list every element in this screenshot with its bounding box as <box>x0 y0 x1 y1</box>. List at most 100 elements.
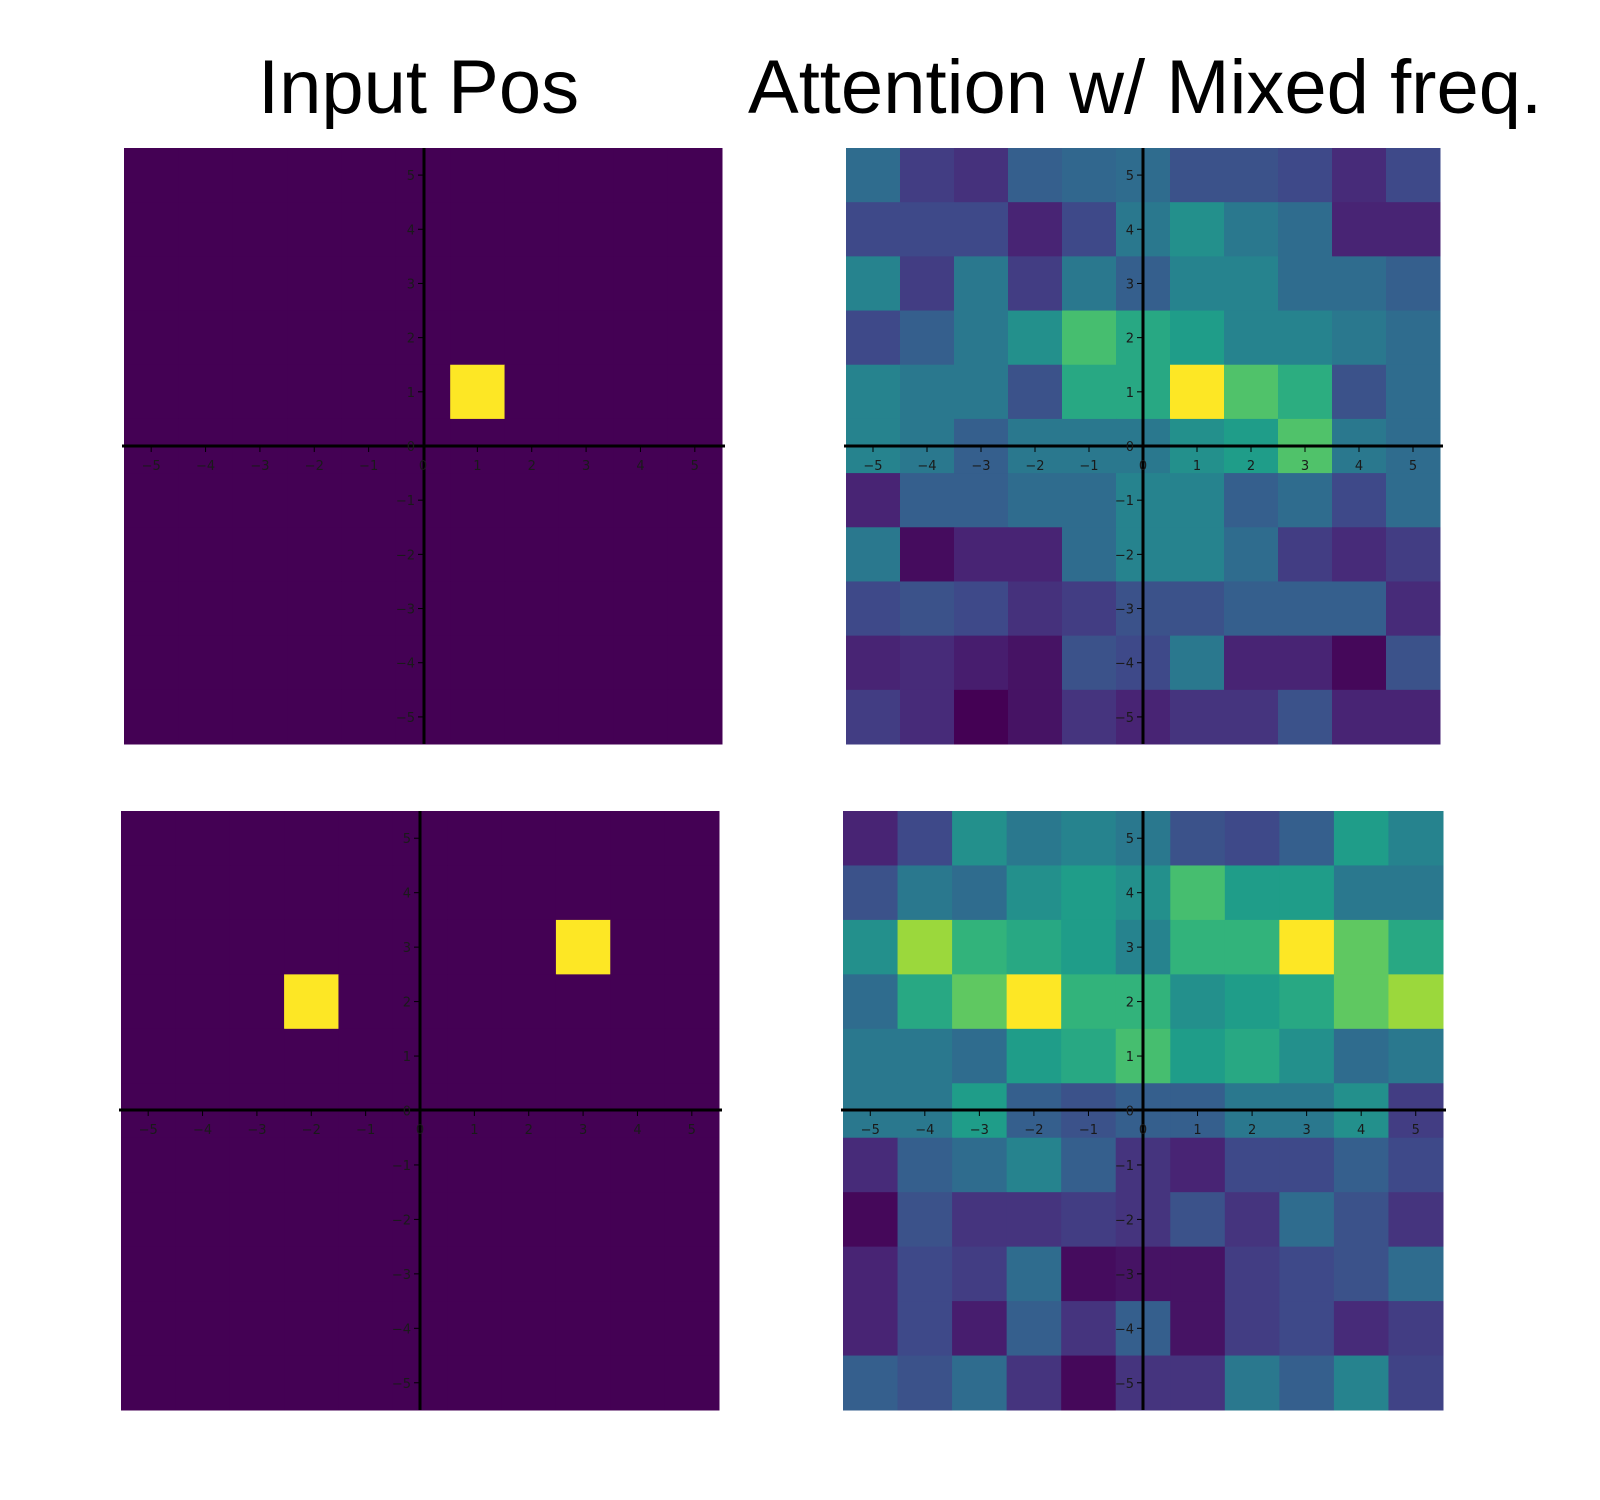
heatmap-cell <box>1008 256 1063 312</box>
heatmap-cell <box>1332 473 1387 528</box>
heatmap-cell <box>1224 527 1279 582</box>
heatmap-cell <box>341 473 397 528</box>
heatmap-cell <box>1062 148 1117 203</box>
x-tick-label: −3 <box>250 459 269 474</box>
heatmap-cell <box>229 1246 285 1302</box>
heatmap-cell <box>175 1192 231 1248</box>
heatmap-cell <box>229 919 285 975</box>
y-tick-label: 2 <box>403 996 411 1011</box>
x-tick-label: −4 <box>196 459 215 474</box>
heatmap-cell <box>555 865 611 921</box>
y-tick-label: 4 <box>403 887 411 902</box>
heatmap-cell <box>1062 527 1117 582</box>
heatmap-cell <box>1224 202 1279 257</box>
heatmap-cell <box>610 1192 666 1248</box>
heatmap-cell <box>501 1246 557 1302</box>
heatmap-cell <box>954 364 1009 420</box>
x-tick-label: 3 <box>582 459 590 474</box>
heatmap-cell <box>504 202 560 257</box>
heatmap-cell <box>555 919 611 975</box>
heatmap-cell <box>338 811 394 866</box>
heatmap-cell <box>124 256 179 312</box>
heatmap-cell <box>843 811 899 866</box>
heatmap-cell <box>341 310 397 366</box>
heatmap-cell <box>613 310 669 366</box>
heatmap-cell <box>1332 527 1387 582</box>
y-tick-label: −4 <box>1115 657 1134 672</box>
heatmap-cell <box>954 689 1009 745</box>
heatmap-cell <box>555 811 611 866</box>
heatmap-cell <box>1224 256 1279 312</box>
heatmap-cell <box>1170 811 1226 866</box>
y-tick-label: 1 <box>1126 386 1134 401</box>
heatmap-cell <box>1061 1246 1117 1302</box>
heatmap-cell <box>178 202 234 257</box>
heatmap-cell <box>1061 1192 1117 1248</box>
heatmap-cell <box>1061 1355 1117 1411</box>
y-tick-label: −4 <box>396 657 415 672</box>
heatmap-cell <box>1333 1028 1389 1084</box>
attention-column-title: Attention w/ Mixed freq. <box>748 45 1543 130</box>
heatmap-cell <box>178 689 234 745</box>
heatmap-cell <box>1224 1192 1280 1248</box>
x-tick-label: −5 <box>861 1123 880 1138</box>
y-tick-label: −2 <box>396 548 415 563</box>
heatmap-cell <box>664 865 720 921</box>
heatmap-cell <box>667 148 723 203</box>
heatmap-cell <box>341 256 397 312</box>
heatmap-cell <box>447 1137 503 1193</box>
heatmap-cell <box>952 974 1008 1030</box>
x-tick-label: −2 <box>305 459 324 474</box>
heatmap-cell <box>664 1355 720 1411</box>
heatmap-cell <box>338 865 394 921</box>
heatmap-cell <box>1224 364 1279 420</box>
heatmap-cell <box>843 1301 899 1357</box>
heatmap-cell <box>1006 865 1062 921</box>
heatmap-cell <box>175 1301 231 1357</box>
x-tick-label: −5 <box>142 459 161 474</box>
heatmap-cell <box>447 1246 503 1302</box>
heatmap-cell <box>501 1028 557 1084</box>
heatmap-cell <box>504 527 560 582</box>
y-tick-label: −3 <box>392 1268 411 1283</box>
heatmap-cell <box>450 473 506 528</box>
heatmap-cell <box>287 581 342 637</box>
x-tick-label: 5 <box>691 459 699 474</box>
heatmap-cell <box>121 1355 176 1411</box>
heatmap-cell <box>1332 148 1387 203</box>
heatmap-cell <box>558 473 614 528</box>
heatmap-cell <box>1224 1137 1280 1193</box>
heatmap-cell <box>1224 689 1279 745</box>
heatmap-cell <box>952 811 1008 866</box>
heatmap-cell <box>447 1192 503 1248</box>
heatmap-cell <box>121 974 176 1030</box>
heatmap-cell <box>1170 1192 1226 1248</box>
heatmap-cell <box>447 811 503 866</box>
heatmap-cell <box>1279 1355 1335 1411</box>
heatmap-cell <box>284 1246 339 1302</box>
heatmap-cell <box>341 689 397 745</box>
heatmap-cell <box>447 1301 503 1357</box>
heatmap-cell <box>555 1355 611 1411</box>
heatmap-cell <box>664 1246 720 1302</box>
heatmap-cell <box>232 527 288 582</box>
heatmap-cell <box>1008 364 1063 420</box>
y-tick-label: 5 <box>1126 832 1134 847</box>
heatmap-cell <box>1170 1028 1226 1084</box>
heatmap-cell <box>124 148 179 203</box>
heatmap-cell <box>952 865 1008 921</box>
heatmap-cell <box>843 1246 899 1302</box>
heatmap-cell <box>1006 1301 1062 1357</box>
heatmap-cell <box>341 635 397 691</box>
heatmap-cell <box>1333 1355 1389 1411</box>
heatmap-cell <box>232 364 288 420</box>
heatmap-cell <box>287 202 342 257</box>
heatmap-cell <box>1224 1301 1280 1357</box>
heatmap-cell <box>504 635 560 691</box>
heatmap-cell <box>504 310 560 366</box>
heatmap-cell <box>846 689 901 745</box>
heatmap-cell <box>287 148 342 203</box>
heatmap-cell <box>610 865 666 921</box>
heatmap-cell <box>124 473 179 528</box>
